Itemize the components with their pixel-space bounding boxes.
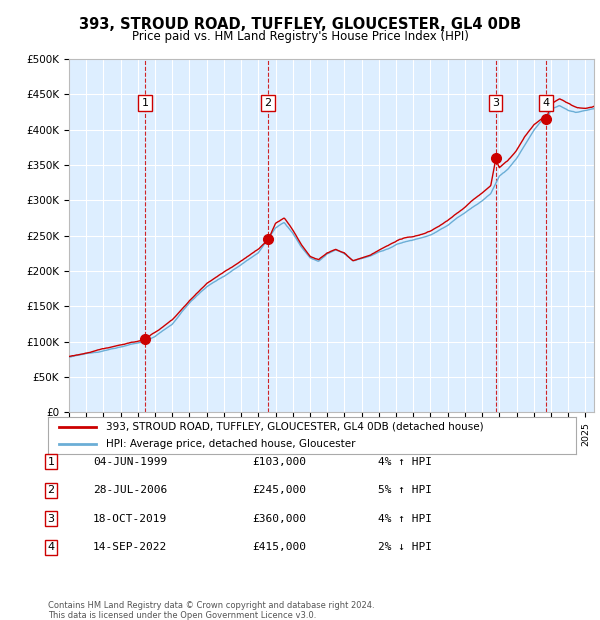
- Text: 5% ↑ HPI: 5% ↑ HPI: [378, 485, 432, 495]
- Text: 1: 1: [142, 98, 149, 108]
- Text: 2: 2: [47, 485, 55, 495]
- Text: 18-OCT-2019: 18-OCT-2019: [93, 514, 167, 524]
- Text: 3: 3: [492, 98, 499, 108]
- Text: 4: 4: [542, 98, 550, 108]
- Text: 14-SEP-2022: 14-SEP-2022: [93, 542, 167, 552]
- Text: 4% ↑ HPI: 4% ↑ HPI: [378, 457, 432, 467]
- Text: £415,000: £415,000: [252, 542, 306, 552]
- Text: 4% ↑ HPI: 4% ↑ HPI: [378, 514, 432, 524]
- Text: £360,000: £360,000: [252, 514, 306, 524]
- Text: Price paid vs. HM Land Registry's House Price Index (HPI): Price paid vs. HM Land Registry's House …: [131, 30, 469, 43]
- Text: This data is licensed under the Open Government Licence v3.0.: This data is licensed under the Open Gov…: [48, 611, 316, 620]
- Text: £103,000: £103,000: [252, 457, 306, 467]
- Text: 4: 4: [47, 542, 55, 552]
- Text: 393, STROUD ROAD, TUFFLEY, GLOUCESTER, GL4 0DB: 393, STROUD ROAD, TUFFLEY, GLOUCESTER, G…: [79, 17, 521, 32]
- Text: 3: 3: [47, 514, 55, 524]
- Text: £245,000: £245,000: [252, 485, 306, 495]
- Text: 393, STROUD ROAD, TUFFLEY, GLOUCESTER, GL4 0DB (detached house): 393, STROUD ROAD, TUFFLEY, GLOUCESTER, G…: [106, 422, 484, 432]
- Text: HPI: Average price, detached house, Gloucester: HPI: Average price, detached house, Glou…: [106, 439, 356, 449]
- Text: 2% ↓ HPI: 2% ↓ HPI: [378, 542, 432, 552]
- Text: 2: 2: [265, 98, 272, 108]
- Text: 28-JUL-2006: 28-JUL-2006: [93, 485, 167, 495]
- Text: Contains HM Land Registry data © Crown copyright and database right 2024.: Contains HM Land Registry data © Crown c…: [48, 601, 374, 611]
- Text: 04-JUN-1999: 04-JUN-1999: [93, 457, 167, 467]
- Text: 1: 1: [47, 457, 55, 467]
